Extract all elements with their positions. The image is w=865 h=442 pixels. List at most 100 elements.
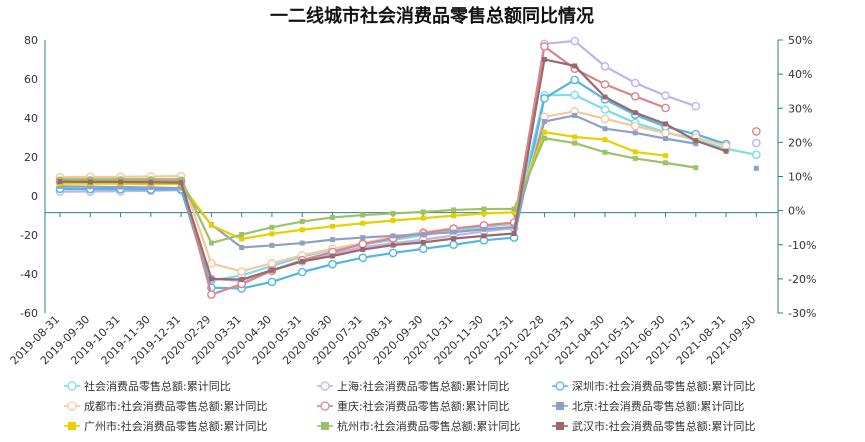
y-right-tick-label: 10% <box>788 171 812 184</box>
data-point <box>693 141 699 147</box>
legend-item[interactable]: 社会消费品零售总额:累计同比 <box>64 379 231 393</box>
data-point <box>87 179 93 185</box>
data-point <box>360 235 366 241</box>
data-point <box>663 121 669 127</box>
data-point <box>360 247 366 253</box>
data-point <box>541 135 547 141</box>
data-point <box>390 210 396 216</box>
data-point <box>267 277 277 287</box>
data-point <box>299 219 305 225</box>
data-point <box>148 179 154 185</box>
series-layer <box>55 36 761 299</box>
data-point <box>178 176 184 182</box>
y-left-tick-label: -40 <box>20 268 38 281</box>
legend-item[interactable]: 广州市:社会消费品零售总额:累计同比 <box>64 419 267 433</box>
data-point <box>570 36 579 46</box>
data-point <box>299 258 305 264</box>
data-point <box>420 231 426 237</box>
y-right-tick-label: 40% <box>788 68 812 81</box>
y-right-tick-label: 50% <box>788 34 812 47</box>
data-point <box>661 128 670 138</box>
data-point <box>87 184 93 190</box>
plot-area: 80 60 40 20 0 -20 -40 -60 50% 40% 30% 20% 10% 0% -10%… <box>8 34 817 367</box>
data-point <box>511 209 517 215</box>
data-point <box>600 105 610 114</box>
legend-label: 成都市:社会消费品零售总额:累计同比 <box>84 399 267 413</box>
data-point <box>239 232 245 238</box>
data-point <box>390 242 396 248</box>
data-point <box>267 258 277 268</box>
data-point <box>572 112 578 118</box>
data-point <box>602 137 608 143</box>
data-point <box>511 224 517 230</box>
data-point <box>390 233 396 239</box>
data-point <box>178 185 184 191</box>
data-point <box>511 206 517 212</box>
data-point <box>540 94 549 103</box>
data-point <box>118 179 124 185</box>
data-point <box>752 138 761 148</box>
data-point <box>541 129 547 135</box>
legend-marker <box>321 422 329 430</box>
y-left-tick-label: 80 <box>24 34 38 47</box>
data-point <box>481 210 487 216</box>
data-point <box>663 153 669 159</box>
legend-item[interactable]: 杭州市:社会消费品零售总额:累计同比 <box>317 419 520 433</box>
data-point <box>600 80 610 89</box>
series-line <box>59 114 696 249</box>
data-point <box>572 140 578 146</box>
legend-item[interactable]: 深圳市:社会消费品零售总额:累计同比 <box>552 379 755 393</box>
data-point <box>541 56 547 62</box>
data-point <box>540 42 549 51</box>
data-point <box>269 224 275 230</box>
data-point <box>420 239 426 245</box>
legend-item[interactable]: 成都市:社会消费品零售总额:累计同比 <box>64 399 267 413</box>
legend-item[interactable]: 重庆:社会消费品零售总额:累计同比 <box>317 399 509 413</box>
legend-item[interactable]: 上海:社会消费品零售总额:累计同比 <box>317 379 509 393</box>
data-point <box>299 227 305 233</box>
legend-marker <box>68 422 76 430</box>
data-point <box>632 155 638 161</box>
data-point <box>239 244 245 250</box>
data-point <box>691 101 701 111</box>
y-right-axis: 50% 40% 30% 20% 10% 0% -10% -20% -30% <box>778 34 816 320</box>
data-point <box>451 236 457 242</box>
data-point <box>693 138 699 144</box>
legend-item[interactable]: 武汉市:社会消费品零售总额:累计同比 <box>552 419 755 433</box>
data-point <box>239 277 245 283</box>
data-point <box>208 240 214 246</box>
data-point <box>602 126 608 132</box>
data-point <box>118 184 124 190</box>
data-point <box>723 148 729 154</box>
legend-marker <box>67 381 77 391</box>
data-point <box>753 165 759 171</box>
y-left-tick-label: 40 <box>24 112 38 125</box>
series-4 <box>55 42 761 299</box>
legend-marker <box>556 402 564 410</box>
y-right-tick-label: 20% <box>788 136 812 149</box>
series-5 <box>57 112 759 250</box>
y-left-axis: 80 60 40 20 0 -20 -40 -60 <box>20 34 38 320</box>
data-point <box>752 150 761 159</box>
y-left-tick-label: -20 <box>20 229 38 242</box>
y-right-tick-label: 0% <box>788 205 805 218</box>
data-point <box>661 103 670 113</box>
data-point <box>663 136 669 142</box>
legend-label: 重庆:社会消费品零售总额:累计同比 <box>337 399 509 413</box>
legend-label: 武汉市:社会消费品零售总额:累计同比 <box>572 419 755 433</box>
data-point <box>661 91 670 100</box>
legend-label: 上海:社会消费品零售总额:累计同比 <box>337 379 509 393</box>
data-point <box>148 176 154 182</box>
legend-item[interactable]: 北京:社会消费品零售总额:累计同比 <box>552 399 744 413</box>
data-point <box>388 248 398 258</box>
data-point <box>481 226 487 232</box>
data-point <box>449 240 458 250</box>
data-point <box>632 110 638 116</box>
series-8 <box>57 56 729 283</box>
data-point <box>297 267 307 277</box>
legend-marker <box>320 381 330 391</box>
data-point <box>360 212 366 218</box>
data-point <box>237 267 246 276</box>
data-point <box>511 230 517 236</box>
